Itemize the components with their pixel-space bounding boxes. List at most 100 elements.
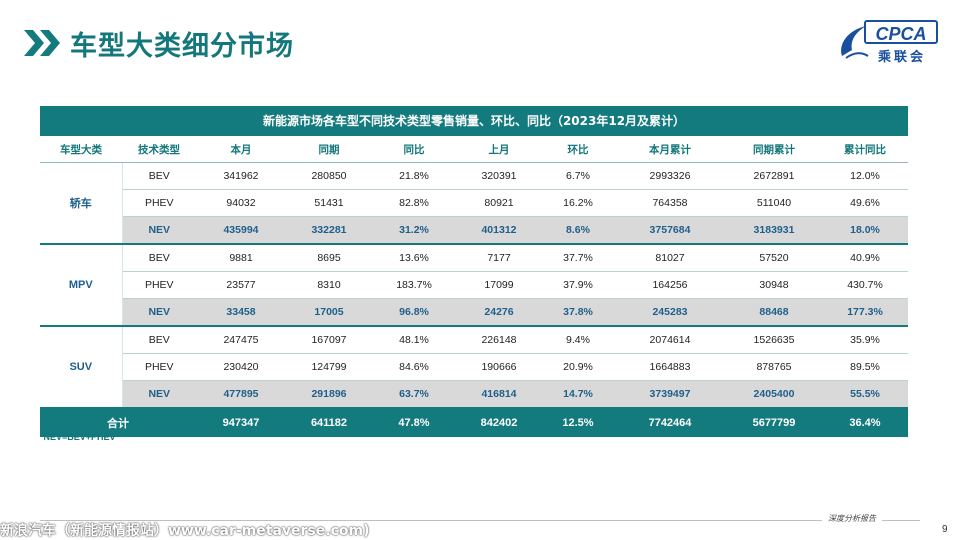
value-cell: 320391 bbox=[456, 162, 542, 190]
value-cell: 94032 bbox=[196, 189, 286, 217]
value-cell: 18.0% bbox=[822, 216, 908, 245]
table-row: NEV 33458 17005 96.8% 24276 37.8% 245283 88468 1… bbox=[40, 298, 908, 327]
value-cell: 245283 bbox=[614, 298, 726, 327]
value-cell: 416814 bbox=[456, 380, 542, 409]
value-cell: 14.7% bbox=[542, 380, 614, 409]
column-header: 同期累计 bbox=[726, 136, 822, 163]
value-cell: 9881 bbox=[196, 244, 286, 272]
value-cell: 49.6% bbox=[822, 189, 908, 217]
value-cell: 341962 bbox=[196, 162, 286, 190]
total-value-cell: 47.8% bbox=[372, 408, 456, 437]
value-cell: 37.7% bbox=[542, 244, 614, 272]
table-row: MPV BEV 9881 8695 13.6% 7177 37.7% 81027 57520 40… bbox=[40, 244, 908, 327]
column-header: 本月累计 bbox=[614, 136, 726, 163]
tech-type-cell: BEV bbox=[122, 244, 196, 272]
value-cell: 511040 bbox=[726, 189, 822, 217]
column-header: 上月 bbox=[456, 136, 542, 163]
value-cell: 9.4% bbox=[542, 326, 614, 354]
total-value-cell: 5677799 bbox=[726, 408, 822, 437]
column-header: 累计同比 bbox=[822, 136, 908, 163]
report-label: 深度分析报告 bbox=[822, 513, 882, 524]
value-cell: 430.7% bbox=[822, 271, 908, 299]
tech-type-cell: PHEV bbox=[122, 353, 196, 381]
tech-type-cell: NEV bbox=[122, 380, 196, 409]
cpca-logo: CPCA 乘联会 bbox=[834, 18, 944, 66]
value-cell: 3757684 bbox=[614, 216, 726, 245]
value-cell: 280850 bbox=[286, 162, 372, 190]
value-cell: 12.0% bbox=[822, 162, 908, 190]
column-header: 技术类型 bbox=[122, 136, 196, 163]
total-label: 合计 bbox=[40, 408, 196, 437]
value-cell: 8310 bbox=[286, 271, 372, 299]
logo-text: CPCA bbox=[864, 20, 938, 44]
value-cell: 164256 bbox=[614, 271, 726, 299]
total-value-cell: 842402 bbox=[456, 408, 542, 437]
page-number: 9 bbox=[942, 524, 948, 535]
sales-table-container: 新能源市场各车型不同技术类型零售销量、环比、同比（2023年12月及累计） 车型… bbox=[40, 106, 908, 437]
value-cell: 17005 bbox=[286, 298, 372, 327]
value-cell: 477895 bbox=[196, 380, 286, 409]
value-cell: 37.8% bbox=[542, 298, 614, 327]
value-cell: 55.5% bbox=[822, 380, 908, 409]
value-cell: 6.7% bbox=[542, 162, 614, 190]
value-cell: 82.8% bbox=[372, 189, 456, 217]
table-row: PHEV 94032 51431 82.8% 80921 16.2% 764358 51104… bbox=[40, 189, 908, 217]
total-value-cell: 36.4% bbox=[822, 408, 908, 437]
value-cell: 51431 bbox=[286, 189, 372, 217]
value-cell: 24276 bbox=[456, 298, 542, 327]
table-row: PHEV 230420 124799 84.6% 190666 20.9% 1664883 8… bbox=[40, 353, 908, 381]
vehicle-category-cell: SUV bbox=[40, 326, 123, 409]
table-row: PHEV 23577 8310 183.7% 17099 37.9% 164256 30948… bbox=[40, 271, 908, 299]
column-header: 同比 bbox=[372, 136, 456, 163]
value-cell: 63.7% bbox=[372, 380, 456, 409]
slide-header: 车型大类细分市场 CPCA 乘联会 bbox=[0, 0, 960, 72]
value-cell: 89.5% bbox=[822, 353, 908, 381]
total-value-cell: 947347 bbox=[196, 408, 286, 437]
watermark-text: 新浪汽车（新能源情报站）www.car-metaverse.com) bbox=[0, 523, 370, 539]
value-cell: 2672891 bbox=[726, 162, 822, 190]
value-cell: 84.6% bbox=[372, 353, 456, 381]
value-cell: 764358 bbox=[614, 189, 726, 217]
column-header: 车型大类 bbox=[40, 136, 122, 163]
double-chevron-right-icon bbox=[24, 30, 60, 56]
value-cell: 13.6% bbox=[372, 244, 456, 272]
value-cell: 48.1% bbox=[372, 326, 456, 354]
cpca-swirl-icon bbox=[841, 26, 869, 59]
value-cell: 1664883 bbox=[614, 353, 726, 381]
table-row: SUV BEV 247475 167097 48.1% 226148 9.4% 2074614… bbox=[40, 326, 908, 409]
value-cell: 435994 bbox=[196, 216, 286, 245]
value-cell: 124799 bbox=[286, 353, 372, 381]
table-row: NEV 435994 332281 31.2% 401312 8.6% 3757684 318… bbox=[40, 216, 908, 245]
footnote: *NEV=BEV+PHEV bbox=[40, 432, 116, 442]
page-title: 车型大类细分市场 bbox=[70, 31, 294, 62]
value-cell: 8.6% bbox=[542, 216, 614, 245]
value-cell: 332281 bbox=[286, 216, 372, 245]
value-cell: 88468 bbox=[726, 298, 822, 327]
total-value-cell: 641182 bbox=[286, 408, 372, 437]
tech-type-cell: NEV bbox=[122, 216, 196, 245]
value-cell: 3183931 bbox=[726, 216, 822, 245]
vehicle-category-cell: 轿车 bbox=[40, 162, 123, 245]
value-cell: 247475 bbox=[196, 326, 286, 354]
logo-cn-text: 乘联会 bbox=[878, 50, 927, 65]
value-cell: 401312 bbox=[456, 216, 542, 245]
value-cell: 57520 bbox=[726, 244, 822, 272]
value-cell: 2405400 bbox=[726, 380, 822, 409]
tech-type-cell: PHEV bbox=[122, 271, 196, 299]
value-cell: 23577 bbox=[196, 271, 286, 299]
value-cell: 2993326 bbox=[614, 162, 726, 190]
value-cell: 35.9% bbox=[822, 326, 908, 354]
value-cell: 17099 bbox=[456, 271, 542, 299]
tech-type-cell: BEV bbox=[122, 162, 196, 190]
table-row: 轿车 BEV 341962 280850 21.8% 320391 6.7% 2993326 2… bbox=[40, 162, 908, 245]
value-cell: 81027 bbox=[614, 244, 726, 272]
value-cell: 20.9% bbox=[542, 353, 614, 381]
column-header: 环比 bbox=[542, 136, 614, 163]
value-cell: 226148 bbox=[456, 326, 542, 354]
sales-table: 车型大类 技术类型 本月 同期 同比 上月 环比 本月累计 同期累计 累计同比 … bbox=[40, 136, 908, 437]
value-cell: 230420 bbox=[196, 353, 286, 381]
value-cell: 291896 bbox=[286, 380, 372, 409]
value-cell: 190666 bbox=[456, 353, 542, 381]
value-cell: 177.3% bbox=[822, 298, 908, 327]
column-header: 本月 bbox=[196, 136, 286, 163]
